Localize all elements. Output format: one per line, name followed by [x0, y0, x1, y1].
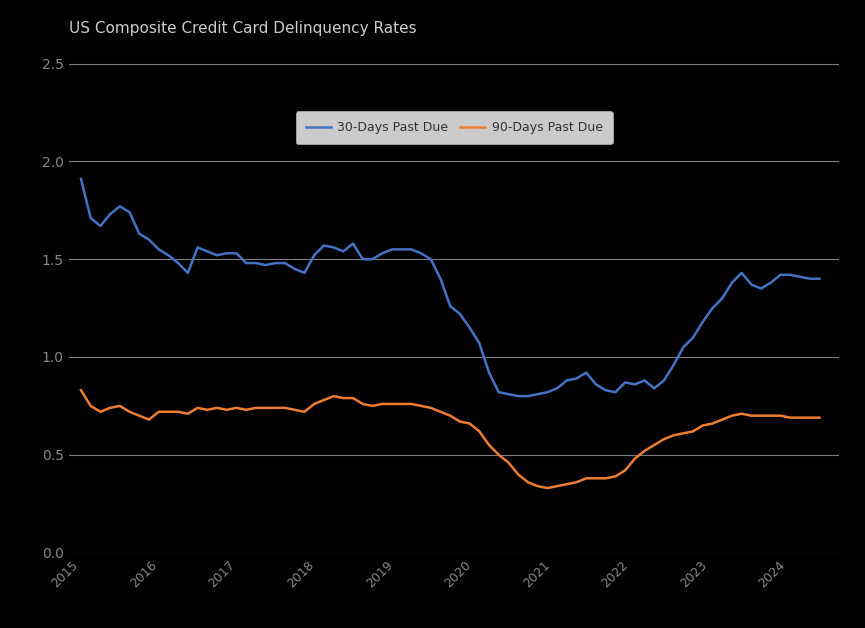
90-Days Past Due — [221, 406, 232, 414]
Text: US Composite Credit Card Delinquency Rates: US Composite Credit Card Delinquency Rat… — [69, 21, 417, 36]
Line: 90-Days Past Due: 90-Days Past Due — [81, 390, 819, 488]
90-Days Past Due — [542, 484, 553, 492]
90-Days Past Due — [814, 414, 824, 421]
30-Days Past Due — [513, 392, 523, 400]
90-Days Past Due — [484, 441, 494, 449]
Legend: 30-Days Past Due, 90-Days Past Due: 30-Days Past Due, 90-Days Past Due — [296, 111, 612, 144]
30-Days Past Due — [329, 244, 339, 251]
90-Days Past Due — [318, 396, 329, 404]
30-Days Past Due — [484, 369, 494, 376]
30-Days Past Due — [377, 249, 388, 257]
90-Days Past Due — [329, 392, 339, 400]
90-Days Past Due — [377, 400, 388, 408]
30-Days Past Due — [396, 246, 407, 253]
30-Days Past Due — [814, 275, 824, 283]
90-Days Past Due — [396, 400, 407, 408]
90-Days Past Due — [76, 386, 86, 394]
30-Days Past Due — [221, 249, 232, 257]
30-Days Past Due — [76, 175, 86, 183]
30-Days Past Due — [318, 242, 329, 249]
Line: 30-Days Past Due: 30-Days Past Due — [81, 179, 819, 396]
